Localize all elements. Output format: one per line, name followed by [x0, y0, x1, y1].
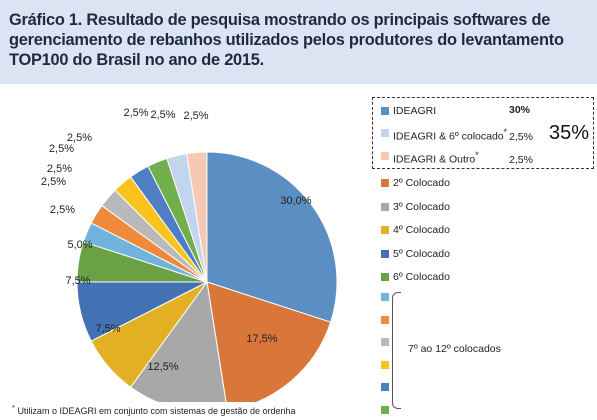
slice-value-label: 7,5% — [95, 323, 120, 335]
legend-swatch — [381, 293, 389, 301]
slice-value-label: 30,0% — [280, 195, 311, 207]
slice-value-label: 2,5% — [150, 109, 175, 121]
legend-label: 2º Colocado — [393, 177, 450, 189]
legend-mark: * — [503, 127, 508, 137]
slice-value-label: 2,5% — [41, 176, 66, 188]
slice-value-label: 12,5% — [147, 361, 178, 373]
legend-swatch — [381, 338, 389, 346]
ideagri-total: 35% — [549, 122, 590, 144]
legend-mark: * — [475, 150, 479, 160]
legend-label: IDEAGRI & 6º colocado* — [393, 127, 508, 143]
slice-value-label: 2,5% — [50, 204, 75, 216]
legend-label: IDEAGRI & Outro* — [393, 150, 479, 166]
legend-swatch — [381, 383, 389, 391]
footnote-text: Utilizam o IDEAGRI em conjunto com siste… — [17, 406, 296, 416]
legend-swatch — [381, 226, 389, 234]
legend-label: 5º Colocado — [393, 247, 450, 260]
legend-value: 2,5% — [509, 131, 533, 143]
slice-value-label: 2,5% — [49, 143, 74, 155]
slice-value-label: 17,5% — [246, 333, 277, 345]
slice-value-label: 2,5% — [47, 163, 72, 175]
legend-label: IDEAGRI — [393, 105, 437, 117]
legend-swatch — [381, 315, 389, 324]
legend-swatch — [381, 360, 389, 369]
legend-label: 3º Colocado — [393, 200, 450, 213]
legend-value: 2,5% — [509, 154, 533, 166]
title-banner: Gráfico 1. Resultado de pesquisa mostran… — [0, 0, 597, 84]
slice-value-label: 7,5% — [65, 275, 90, 287]
legend-swatch — [381, 179, 389, 187]
footnote: * Utilizam o IDEAGRI em conjunto com sis… — [12, 403, 296, 416]
legend-label: 4º Colocado — [393, 224, 450, 236]
slice-value-label: 2,5% — [67, 132, 92, 144]
footnote-mark: * — [12, 403, 15, 412]
pie-chart: 30,0%17,5%12,5%7,5%7,5%5,0%2,5%2,5%2,5%2… — [41, 107, 338, 402]
chart-title: Gráfico 1. Resultado de pesquisa mostran… — [9, 11, 564, 69]
rest-bracket — [392, 292, 401, 409]
legend-swatch — [381, 202, 389, 211]
legend-value: 30% — [509, 104, 531, 116]
pie-slice — [206, 281, 332, 402]
pie-slice — [206, 151, 338, 323]
legend-label: 6º Colocado — [393, 271, 450, 283]
legend-swatch — [381, 273, 389, 281]
slice-value-label: 2,5% — [123, 107, 148, 119]
legend-swatch — [381, 152, 389, 160]
slice-value-label: 2,5% — [183, 110, 208, 122]
legend-swatch — [381, 405, 389, 414]
legend-swatch — [381, 107, 389, 115]
rest-label: 7º ao 12º colocados — [408, 343, 501, 355]
slice-value-label: 5,0% — [67, 239, 92, 251]
legend-swatch — [381, 129, 389, 137]
ideagri-legend-group — [372, 97, 594, 169]
pie-slice — [129, 280, 227, 402]
pie-slice — [186, 151, 208, 283]
legend-swatch — [381, 249, 389, 258]
